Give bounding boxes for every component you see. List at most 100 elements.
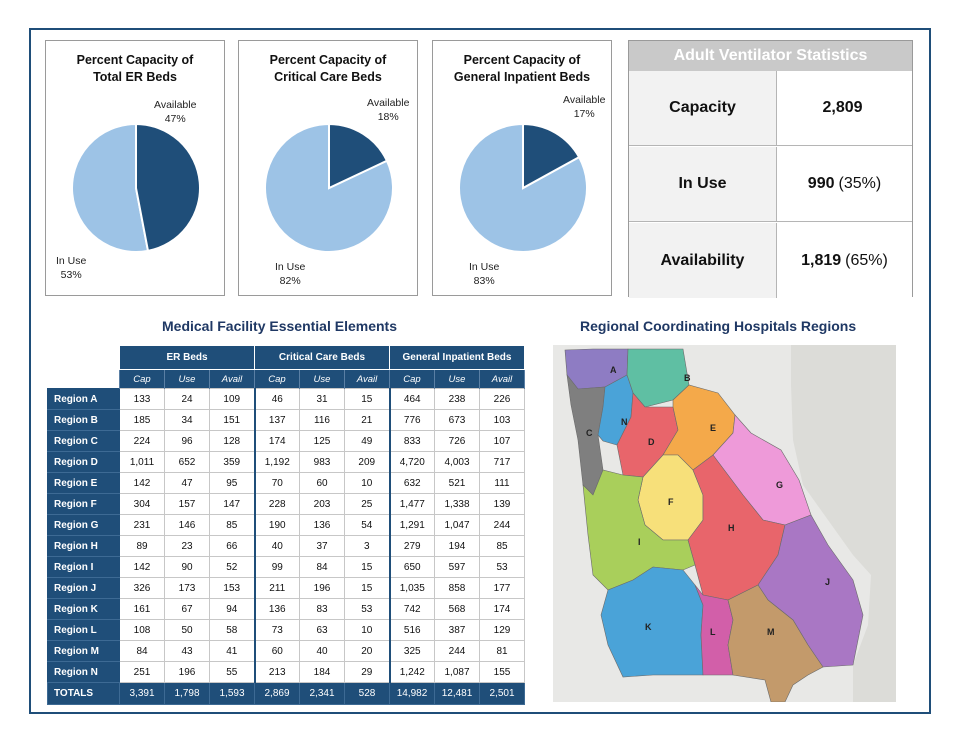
table-cell: 50 — [164, 619, 210, 641]
regions-map: A B C N D E G F H I J K L M — [553, 345, 896, 702]
table-cell: 1,477 — [388, 493, 435, 515]
table-cell: 177 — [479, 577, 525, 599]
table-cell: 833 — [388, 430, 435, 452]
inuse-label: In Use — [56, 255, 87, 267]
region-label-h: H — [728, 523, 735, 533]
table-cell: 2,869 — [254, 682, 300, 705]
table-cell: 53 — [344, 598, 390, 620]
table-cell: 717 — [479, 451, 525, 473]
table-cell: 1,192 — [253, 451, 300, 473]
table-row: Region C 224 96 128 174 125 49 833 726 107 — [47, 430, 525, 452]
table-cell: 211 — [253, 577, 300, 599]
table-row: Region K 161 67 94 136 83 53 742 568 174 — [47, 598, 525, 620]
ventilator-stats-panel: Adult Ventilator Statistics Capacity 2,8… — [628, 40, 913, 298]
table-row: Region L 108 50 58 73 63 10 516 387 129 — [47, 619, 525, 641]
table-cell: 858 — [434, 577, 480, 599]
pie-title-er: Percent Capacity of Total ER Beds — [46, 52, 224, 86]
table-cell: 304 — [119, 493, 165, 515]
pie-card-er: Percent Capacity of Total ER Beds Availa… — [45, 40, 225, 296]
table-cell: 1,338 — [434, 493, 480, 515]
table-row: Region B 185 34 151 137 116 21 776 673 103 — [47, 409, 525, 431]
table-row: Region H 89 23 66 40 37 3 279 194 85 — [47, 535, 525, 557]
pie-chart-cc — [264, 122, 394, 253]
table-cell: 1,087 — [434, 661, 480, 683]
table-cell: 2,501 — [479, 682, 525, 705]
ventilator-row-value: 1,819 (65%) — [777, 223, 912, 298]
table-cell: 1,047 — [434, 514, 480, 536]
table-cell: 776 — [388, 409, 435, 431]
row-region-label: Region G — [47, 514, 120, 536]
georgia-map: A B C N D E G F H I J K L M — [564, 345, 896, 702]
table-cell: 251 — [119, 661, 165, 683]
table-cell: 521 — [434, 472, 480, 494]
table-cell: 83 — [299, 598, 345, 620]
table-cell: 94 — [209, 598, 255, 620]
row-region-label: Region F — [47, 493, 120, 515]
region-label-g: G — [776, 480, 783, 490]
table-cell: 29 — [344, 661, 390, 683]
facility-table: ER Beds Critical Care Beds General Inpat… — [47, 345, 525, 705]
table-cell: 1,035 — [388, 577, 435, 599]
inuse-label: In Use — [275, 261, 306, 273]
table-cell: 73 — [253, 619, 300, 641]
available-label: Available — [154, 99, 197, 111]
header-blank — [47, 369, 120, 389]
table-cell: 153 — [209, 577, 255, 599]
table-cell: 10 — [344, 472, 390, 494]
table-cell: 226 — [479, 388, 525, 410]
table-cell: 15 — [344, 577, 390, 599]
sub-header: Use — [164, 369, 210, 389]
table-cell: 161 — [119, 598, 165, 620]
table-cell: 49 — [344, 430, 390, 452]
pie-available-label-gi: Available 17% — [563, 93, 605, 121]
table-cell: 652 — [164, 451, 210, 473]
table-cell: 109 — [209, 388, 255, 410]
table-cell: 528 — [344, 682, 390, 705]
table-cell: 213 — [253, 661, 300, 683]
region-label-k: K — [645, 622, 652, 632]
table-cell: 387 — [434, 619, 480, 641]
pie-inuse-label-gi: In Use 83% — [469, 260, 499, 288]
table-cell: 96 — [164, 430, 210, 452]
pie-inuse-label-cc: In Use 82% — [275, 260, 305, 288]
table-cell: 58 — [209, 619, 255, 641]
table-cell: 568 — [434, 598, 480, 620]
sub-header: Avail — [209, 369, 255, 389]
sub-header: Cap — [254, 369, 300, 389]
table-row: Region I 142 90 52 99 84 15 650 597 53 — [47, 556, 525, 578]
table-cell: 157 — [164, 493, 210, 515]
ventilator-value: 1,819 — [801, 251, 842, 269]
sub-header: Use — [299, 369, 345, 389]
pie-title-line1: Percent Capacity of — [463, 53, 581, 67]
ventilator-pct: (65%) — [845, 251, 888, 269]
table-cell: 359 — [209, 451, 255, 473]
ventilator-value: 990 — [807, 175, 835, 192]
table-cell: 21 — [344, 409, 390, 431]
pie-chart-gi — [458, 122, 588, 253]
inuse-pct: 53% — [60, 269, 82, 281]
table-cell: 1,798 — [164, 682, 210, 705]
table-cell: 4,720 — [388, 451, 435, 473]
table-cell: 238 — [434, 388, 480, 410]
table-cell: 107 — [479, 430, 525, 452]
table-cell: 464 — [388, 388, 435, 410]
table-cell: 139 — [479, 493, 525, 515]
ventilator-value: 2,809 — [822, 99, 863, 116]
row-region-label: Region L — [47, 619, 120, 641]
pie-available-label-er: Available 47% — [154, 98, 196, 126]
pie-title-line1: Percent Capacity of — [269, 53, 387, 67]
table-cell: 31 — [299, 388, 345, 410]
table-cell: 10 — [344, 619, 390, 641]
table-cell: 231 — [119, 514, 165, 536]
table-cell: 742 — [388, 598, 435, 620]
group-header-cc: Critical Care Beds — [254, 345, 390, 370]
table-cell: 81 — [479, 640, 525, 662]
ventilator-pct: (35%) — [838, 175, 882, 192]
row-region-label: Region K — [47, 598, 120, 620]
region-label-a: A — [610, 365, 617, 375]
region-label-j: J — [825, 577, 830, 587]
table-cell: 325 — [388, 640, 435, 662]
table-cell: 151 — [209, 409, 255, 431]
ventilator-row-label: Capacity — [629, 71, 777, 145]
pie-slice-available — [522, 122, 581, 190]
